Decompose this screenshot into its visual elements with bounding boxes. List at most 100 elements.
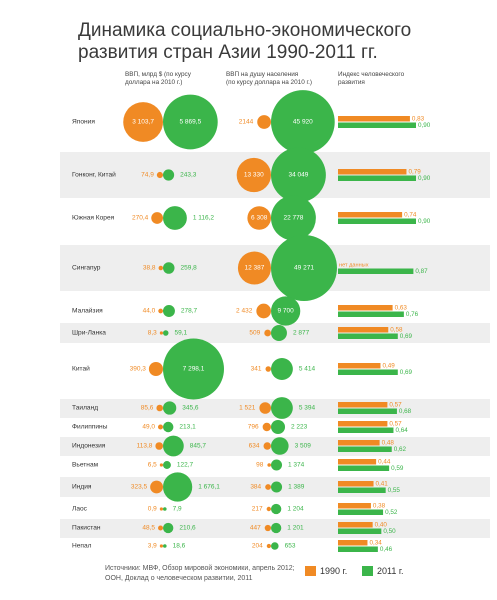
gdp-per-capita-1990-bubble — [259, 402, 271, 414]
gdp-2011-label: 1 116,2 — [193, 215, 215, 222]
gdp-per-capita-2011-label: 22 778 — [283, 215, 303, 222]
gdp-per-capita-1990-label: 2144 — [239, 119, 254, 126]
gdp-per-capita-2011-bubble — [271, 542, 279, 550]
gdp-2011-bubble — [163, 338, 224, 400]
source-note-line2: ООН, Доклад о человеческом развитии, 201… — [105, 575, 253, 582]
gdp-per-capita-2011-label: 45 920 — [293, 119, 313, 126]
hdi-2011-bar — [338, 175, 416, 181]
gdp-per-capita-1990-bubble — [257, 115, 271, 129]
hdi-1990-bar — [338, 327, 389, 333]
gdp-per-capita-1990-label: 2 432 — [236, 308, 253, 315]
gdp-2011-bubble — [163, 507, 167, 511]
country-label: Пакистан — [72, 524, 101, 532]
gdp-2011-label: 259,8 — [181, 265, 198, 272]
hdi-2011-label: 0,68 — [399, 408, 412, 415]
gdp-2011-bubble — [163, 305, 175, 317]
gdp-per-capita-1990-bubble — [237, 251, 271, 285]
gdp-2011-label: 59,1 — [174, 330, 187, 337]
gdp-1990-bubble — [158, 265, 163, 271]
gdp-per-capita-2011-bubble — [271, 522, 282, 534]
country-label: Филиппины — [72, 423, 108, 431]
gdp-2011-label: 345,6 — [182, 405, 199, 412]
column-header-hdi-line1: Индекс человеческого — [338, 71, 405, 78]
hdi-2011-label: 0,69 — [400, 333, 413, 340]
country-label: Гонконг, Китай — [72, 171, 116, 179]
gdp-2011-label: 18,6 — [173, 543, 186, 550]
gdp-per-capita-2011-bubble — [271, 358, 293, 380]
hdi-1990-bar — [338, 503, 371, 509]
gdp-2011-label: 213,1 — [179, 424, 196, 431]
hdi-1990-label: 0,41 — [376, 480, 389, 487]
gdp-per-capita-1990-bubble — [262, 422, 271, 432]
gdp-per-capita-1990-label: 447 — [250, 525, 261, 532]
country-label: Китай — [72, 365, 90, 373]
gdp-per-capita-2011-bubble — [271, 437, 289, 455]
gdp-per-capita-2011-bubble — [271, 90, 335, 154]
gdp-per-capita-2011-bubble — [271, 459, 283, 471]
hdi-2011-bar — [338, 546, 378, 552]
gdp-1990-bubble — [158, 424, 163, 430]
gdp-per-capita-1990-label: 12 387 — [245, 265, 265, 272]
hdi-1990-label: 0,44 — [378, 458, 391, 465]
gdp-2011-bubble — [163, 169, 175, 181]
gdp-per-capita-2011-bubble — [271, 481, 283, 493]
country-label: Малайзия — [72, 307, 103, 315]
gdp-per-capita-2011-label: 3 509 — [295, 443, 312, 450]
column-header-gdp-per-capita-line2: (по курсу доллара на 2010 г.) — [226, 79, 312, 86]
hdi-1990-bar — [338, 363, 381, 369]
hdi-1990-label: 0,63 — [395, 304, 408, 311]
gdp-per-capita-1990-label: 217 — [252, 506, 263, 513]
column-header-hdi-line2: развития — [338, 79, 365, 86]
gdp-2011-bubble — [163, 421, 174, 433]
hdi-2011-label: 0,55 — [388, 487, 401, 494]
column-header-gdp-per-capita: ВВП на душу населения (по курсу доллара … — [226, 71, 312, 87]
gdp-per-capita-1990-bubble — [236, 157, 271, 193]
hdi-2011-label: 0,59 — [391, 465, 404, 472]
gdp-per-capita-1990-label: 13 330 — [244, 172, 264, 179]
gdp-per-capita-2011-label: 5 414 — [299, 366, 316, 373]
hdi-2011-bar — [338, 218, 416, 224]
gdp-per-capita-1990-bubble — [263, 442, 271, 450]
gdp-2011-bubble — [163, 522, 174, 534]
gdp-2011-bubble — [163, 461, 171, 469]
gdp-per-capita-1990-bubble — [264, 524, 272, 532]
gdp-per-capita-2011-label: 1 201 — [287, 525, 304, 532]
gdp-per-capita-2011-label: 34 049 — [288, 172, 308, 179]
gdp-per-capita-2011-label: 1 389 — [288, 484, 305, 491]
hdi-2011-bar — [338, 509, 384, 515]
hdi-2011-label: 0,87 — [415, 268, 428, 275]
country-label: Непал — [72, 542, 92, 550]
gdp-1990-label: 270,4 — [132, 215, 149, 222]
legend-swatch-1990 — [305, 566, 316, 576]
gdp-per-capita-1990-bubble — [256, 303, 271, 319]
gdp-2011-bubble — [163, 401, 177, 415]
gdp-1990-bubble — [159, 331, 163, 335]
gdp-1990-label: 48,5 — [142, 525, 155, 532]
gdp-per-capita-1990-label: 341 — [251, 366, 262, 373]
hdi-2011-label: 0,90 — [418, 218, 431, 225]
gdp-1990-bubble — [148, 361, 163, 377]
gdp-2011-bubble — [163, 94, 218, 150]
gdp-per-capita-2011-label: 2 223 — [291, 424, 308, 431]
gdp-per-capita-2011-bubble — [271, 235, 337, 301]
gdp-per-capita-1990-bubble — [266, 506, 271, 512]
gdp-2011-bubble — [163, 262, 175, 274]
gdp-2011-label: 7 298,1 — [183, 366, 205, 373]
gdp-per-capita-1990-bubble — [266, 543, 271, 549]
gdp-per-capita-1990-label: 384 — [250, 484, 261, 491]
gdp-per-capita-2011-label: 49 271 — [294, 265, 314, 272]
gdp-1990-label: 6,5 — [148, 462, 157, 469]
gdp-per-capita-2011-bubble — [271, 419, 286, 435]
hdi-1990-bar — [338, 212, 403, 218]
hdi-2011-label: 0,50 — [383, 528, 396, 535]
country-label: Сингапур — [72, 264, 101, 272]
gdp-1990-bubble — [155, 442, 163, 450]
hdi-2011-bar — [338, 369, 398, 375]
gdp-2011-bubble — [163, 330, 169, 336]
gdp-2011-label: 845,7 — [190, 443, 207, 450]
gdp-2011-bubble — [163, 206, 187, 230]
chart-title-line2: развития стран Азии 1990-2011 гг. — [78, 42, 378, 63]
gdp-1990-label: 74,9 — [141, 172, 154, 179]
gdp-per-capita-2011-bubble — [271, 147, 326, 203]
